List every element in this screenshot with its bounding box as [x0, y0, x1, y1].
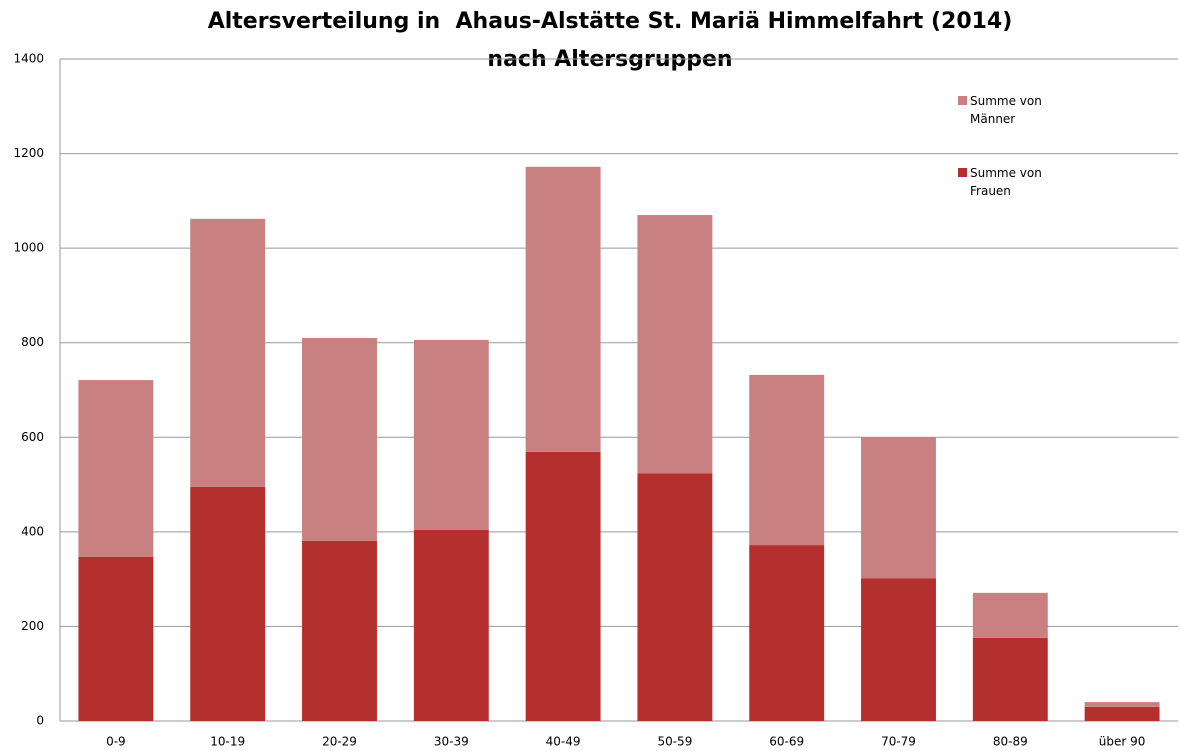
bar-segment [972, 592, 1048, 638]
legend-item: Summe von Männer [958, 92, 1078, 128]
bar-segment [525, 166, 601, 452]
bar-segment [637, 473, 713, 721]
y-tick-label: 1400 [13, 52, 44, 66]
legend-label: Summe von Frauen [970, 166, 1042, 198]
legend-swatch [958, 168, 967, 177]
legend-label: Summe von Männer [970, 94, 1042, 126]
bar-segment [972, 637, 1048, 721]
bar-segment [861, 437, 936, 579]
x-tick-label: 30-39 [434, 735, 469, 749]
y-tick-label: 1200 [13, 146, 44, 160]
y-tick-label: 400 [21, 524, 44, 538]
x-tick-label: 20-29 [322, 735, 357, 749]
bar-segment [1084, 706, 1160, 721]
y-tick-label: 1000 [13, 241, 44, 255]
x-tick-label: über 90 [1099, 735, 1146, 749]
y-tick-label: 0 [36, 714, 44, 728]
y-tick-label: 600 [21, 430, 44, 444]
x-tick-label: 70-79 [881, 735, 916, 749]
x-tick-label: 50-59 [657, 735, 692, 749]
x-tick-label: 60-69 [769, 735, 804, 749]
chart-title: Altersverteilung in Ahaus-Alstätte St. M… [208, 9, 1013, 34]
y-tick-label: 800 [21, 335, 44, 349]
bar-segment [749, 545, 825, 721]
bar-segment [1084, 702, 1160, 707]
x-tick-label: 80-89 [993, 735, 1028, 749]
bar-segment [637, 215, 713, 474]
x-tick-label: 10-19 [210, 735, 245, 749]
y-tick-label: 200 [21, 619, 44, 633]
bar-segment [190, 218, 266, 487]
x-tick-label: 40-49 [546, 735, 581, 749]
legend-item: Summe von Frauen [958, 164, 1078, 200]
bar-segment [413, 339, 489, 530]
bar-segment [749, 374, 825, 546]
bar-segment [190, 486, 266, 721]
bar-segment [78, 556, 154, 721]
bar-segment [861, 578, 936, 721]
bar-segment [525, 451, 601, 721]
bar-segment [302, 337, 377, 541]
x-tick-label: 0-9 [106, 735, 126, 749]
legend-swatch [958, 96, 967, 105]
bar-segment [302, 540, 377, 721]
bar-segment [78, 380, 154, 557]
bar-segment [413, 529, 489, 721]
